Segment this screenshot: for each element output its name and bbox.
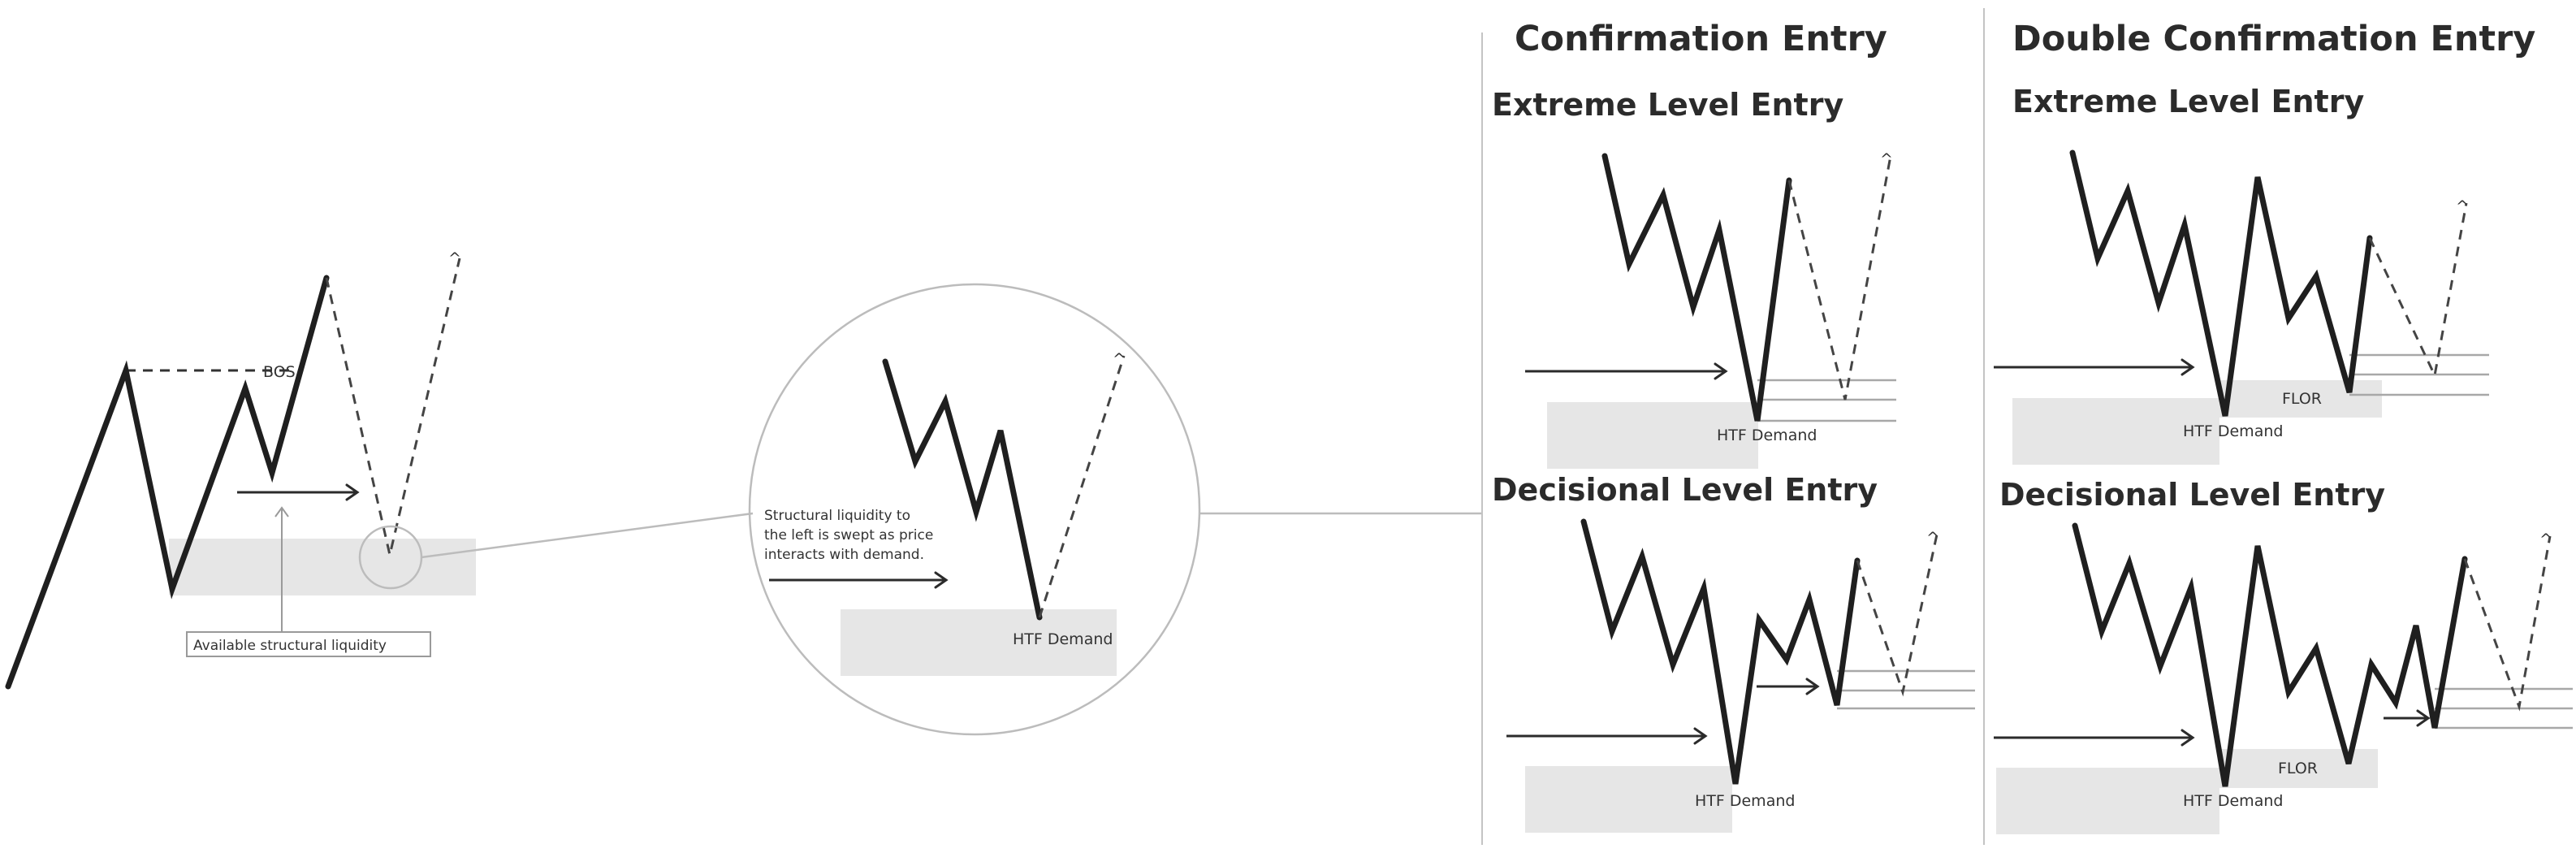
magnify-circle (748, 283, 1201, 736)
htf-demand-label-conf-decisional: HTF Demand (1695, 792, 1795, 810)
flor-label-double-extreme: FLOR (2282, 390, 2322, 408)
htf-demand-label-conf-extreme: HTF Demand (1717, 426, 1817, 444)
double-extreme-heading: Extreme Level Entry (2012, 84, 2364, 119)
callout-pointer-head (274, 506, 289, 517)
htf-demand-zone-double-extreme (2012, 398, 2219, 465)
projected-path-double-extreme (2368, 202, 2468, 379)
target-mark-double-decisional: ^ (2539, 530, 2552, 548)
double-decisional-heading: Decisional Level Entry (1999, 477, 2385, 513)
confirmation-extreme-heading: Extreme Level Entry (1492, 87, 1843, 123)
confirmation-entry-title: Confirmation Entry (1515, 19, 1887, 59)
price-path-conf-extreme (1601, 153, 1792, 422)
htf-demand-zone-magnified (841, 609, 1117, 676)
price-path-overview (5, 275, 330, 690)
htf-demand-zone-conf-decisional (1525, 766, 1732, 833)
htf-demand-zone (169, 539, 476, 595)
arrowhead-double-decisional-1 (2181, 729, 2195, 747)
magnified-panel: HTF Demand ^ Structural liquidity to the… (748, 283, 1482, 736)
htf-demand-label-magnified: HTF Demand (1013, 630, 1113, 648)
projected-path-double-decisional (2463, 535, 2552, 712)
price-path-double-extreme (2069, 149, 2373, 417)
flor-zone-double-extreme (2219, 380, 2382, 418)
projected-path-magnified (1038, 355, 1126, 618)
confirmation-decisional-heading: Decisional Level Entry (1492, 472, 1878, 508)
confirmation-entry-section: Confirmation Entry Extreme Level Entry H… (1492, 19, 1975, 833)
zoom-connector-line (421, 512, 754, 559)
htf-demand-zone-conf-extreme (1547, 402, 1758, 469)
target-mark-overview: ^ (448, 249, 461, 267)
htf-demand-zone-double-decisional (1996, 768, 2219, 834)
structural-note-line-3: interacts with demand. (764, 547, 924, 563)
htf-demand-label-double-extreme: HTF Demand (2183, 422, 2283, 440)
callout-box (186, 631, 431, 657)
double-confirmation-entry-title: Double Confirmation Entry (2012, 19, 2535, 59)
projected-path-conf-decisional (1856, 534, 1938, 697)
liquidity-arrowhead-magnified (934, 571, 949, 589)
arrowhead-double-decisional-2 (2416, 709, 2431, 727)
projected-path-overview (325, 258, 461, 556)
projected-path-conf-extreme (1787, 155, 1892, 401)
target-mark-conf-extreme: ^ (1880, 150, 1893, 168)
overview-panel: BOS ^ Available structural liquidity (5, 249, 754, 690)
bos-label: BOS (263, 363, 296, 381)
double-confirmation-entry-section: Double Confirmation Entry Extreme Level … (1994, 19, 2573, 834)
structural-liquidity-note: Structural liquidity to the left is swep… (764, 508, 938, 563)
available-liquidity-label: Available structural liquidity (193, 638, 387, 654)
structural-note-line-2: the left is swept as price (764, 527, 933, 543)
arrowhead-double-extreme (2181, 358, 2195, 376)
price-path-conf-decisional (1580, 518, 1861, 785)
arrowhead-conf-decisional-2 (1805, 678, 1820, 695)
target-mark-magnified: ^ (1113, 350, 1126, 368)
target-mark-conf-decisional: ^ (1926, 529, 1939, 547)
flor-label-double-decisional: FLOR (2278, 760, 2318, 777)
price-path-double-decisional (2072, 522, 2468, 787)
price-path-magnified (882, 358, 1043, 621)
target-mark-double-extreme: ^ (2456, 197, 2469, 215)
htf-demand-label-double-decisional: HTF Demand (2183, 792, 2283, 810)
arrowhead-conf-extreme (1714, 362, 1728, 380)
structural-note-line-1: Structural liquidity to (764, 508, 910, 524)
liquidity-arrowhead-overview (345, 483, 360, 501)
arrowhead-conf-decisional-1 (1693, 727, 1708, 745)
